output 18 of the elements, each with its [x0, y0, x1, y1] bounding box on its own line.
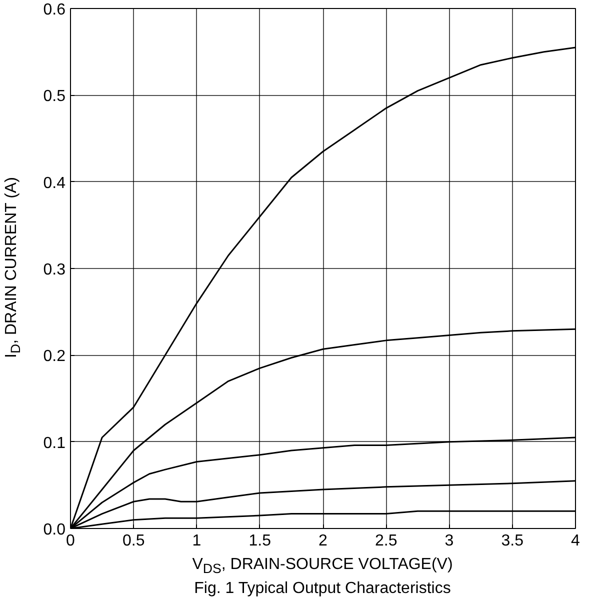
y-tick-label: 0.5 [43, 88, 66, 106]
x-tick-label: 2 [318, 532, 328, 550]
y-tick-label: 0.6 [43, 2, 66, 18]
y-tick-label: 0.4 [43, 174, 66, 192]
caption: Fig. 1 Typical Output Characteristics [194, 579, 451, 599]
x-tick-label: 0.5 [122, 532, 145, 550]
x-tick-label: 4 [571, 532, 580, 550]
x-tick-label: 2.5 [375, 532, 398, 550]
x-tick-label: 0 [66, 532, 76, 550]
x-tick-label: 3 [444, 532, 454, 550]
x-tick-label: 3.5 [501, 532, 524, 550]
x-tick-label: 1.5 [248, 532, 272, 550]
x-tick-label: 1 [192, 532, 202, 550]
y-tick-label: 0.2 [43, 348, 66, 366]
y-tick-label: 0.0 [43, 522, 66, 538]
x-axis-title: V$_{DS}$, DRAIN-SOURCE VOLTAGE(V) [192, 556, 453, 578]
y-tick-label: 0.1 [43, 434, 66, 452]
y-tick-label: 0.3 [43, 262, 66, 278]
